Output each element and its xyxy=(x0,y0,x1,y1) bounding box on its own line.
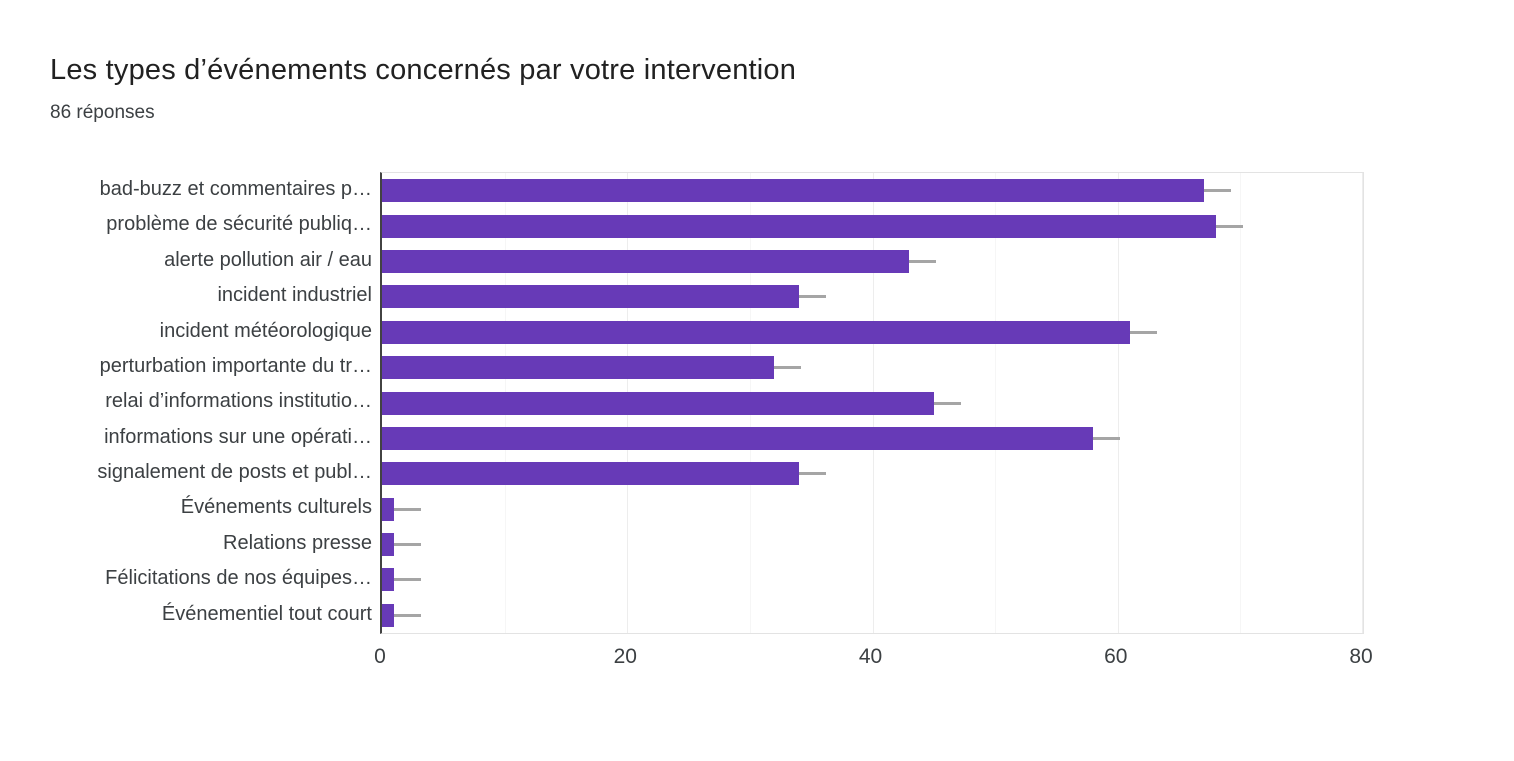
bar[interactable] xyxy=(382,497,395,521)
category-label: problème de sécurité publiq… xyxy=(106,213,372,236)
category-label: Relations presse xyxy=(223,531,372,554)
bar[interactable] xyxy=(382,568,395,592)
category-label: perturbation importante du tr… xyxy=(99,354,372,377)
x-tick-label: 20 xyxy=(613,645,637,668)
bar[interactable] xyxy=(382,214,1216,238)
category-label: bad-buzz et commentaires p… xyxy=(99,178,372,200)
category-label: Événementiel tout court xyxy=(161,602,372,625)
annotation-stem xyxy=(394,543,422,547)
major-gridline xyxy=(1362,173,1363,633)
x-tick-label: 80 xyxy=(1349,645,1373,668)
bar[interactable] xyxy=(382,426,1094,450)
x-tick-label: 60 xyxy=(1104,645,1128,668)
chart-title: Les types d’événements concernés par vot… xyxy=(50,54,797,86)
annotation-stem xyxy=(394,613,422,617)
minor-gridline xyxy=(1240,173,1242,633)
annotation-stem xyxy=(1215,224,1243,228)
bar[interactable] xyxy=(382,285,799,309)
annotation-stem xyxy=(1203,189,1231,193)
category-label: relai d’informations institutio… xyxy=(105,390,372,413)
plot-area xyxy=(380,172,1364,634)
annotation-stem xyxy=(798,295,826,299)
category-label: Événements culturels xyxy=(180,496,372,519)
bar[interactable] xyxy=(382,391,934,415)
category-label: Félicitations de nos équipes… xyxy=(105,567,372,590)
annotation-stem xyxy=(933,401,961,405)
x-tick-label: 0 xyxy=(374,645,386,668)
category-label: incident industriel xyxy=(217,284,372,307)
annotation-stem xyxy=(909,259,937,263)
response-count: 86 réponses xyxy=(50,102,155,123)
bar[interactable] xyxy=(382,179,1204,203)
category-label: informations sur une opérati… xyxy=(104,425,372,448)
bar[interactable] xyxy=(382,462,799,486)
category-label: signalement de posts et publ… xyxy=(97,461,372,484)
bar[interactable] xyxy=(382,603,395,627)
minor-gridline xyxy=(995,173,997,633)
category-label: alerte pollution air / eau xyxy=(164,248,372,271)
annotation-stem xyxy=(774,366,802,370)
bar[interactable] xyxy=(382,249,910,273)
bar[interactable] xyxy=(382,533,395,557)
annotation-stem xyxy=(394,578,422,582)
bar[interactable] xyxy=(382,320,1130,344)
category-label: incident météorologique xyxy=(159,319,372,342)
bar[interactable] xyxy=(382,356,775,380)
annotation-stem xyxy=(394,507,422,511)
annotation-stem xyxy=(1093,436,1121,440)
annotation-stem xyxy=(798,472,826,476)
annotation-stem xyxy=(1130,330,1157,334)
x-tick-label: 40 xyxy=(858,645,883,668)
major-gridline xyxy=(1117,173,1119,633)
category-axis-labels: bad-buzz et commentaires p… problème de s… xyxy=(0,172,372,632)
x-axis-tick-labels: 0 20 40 60 80 xyxy=(0,645,1514,675)
